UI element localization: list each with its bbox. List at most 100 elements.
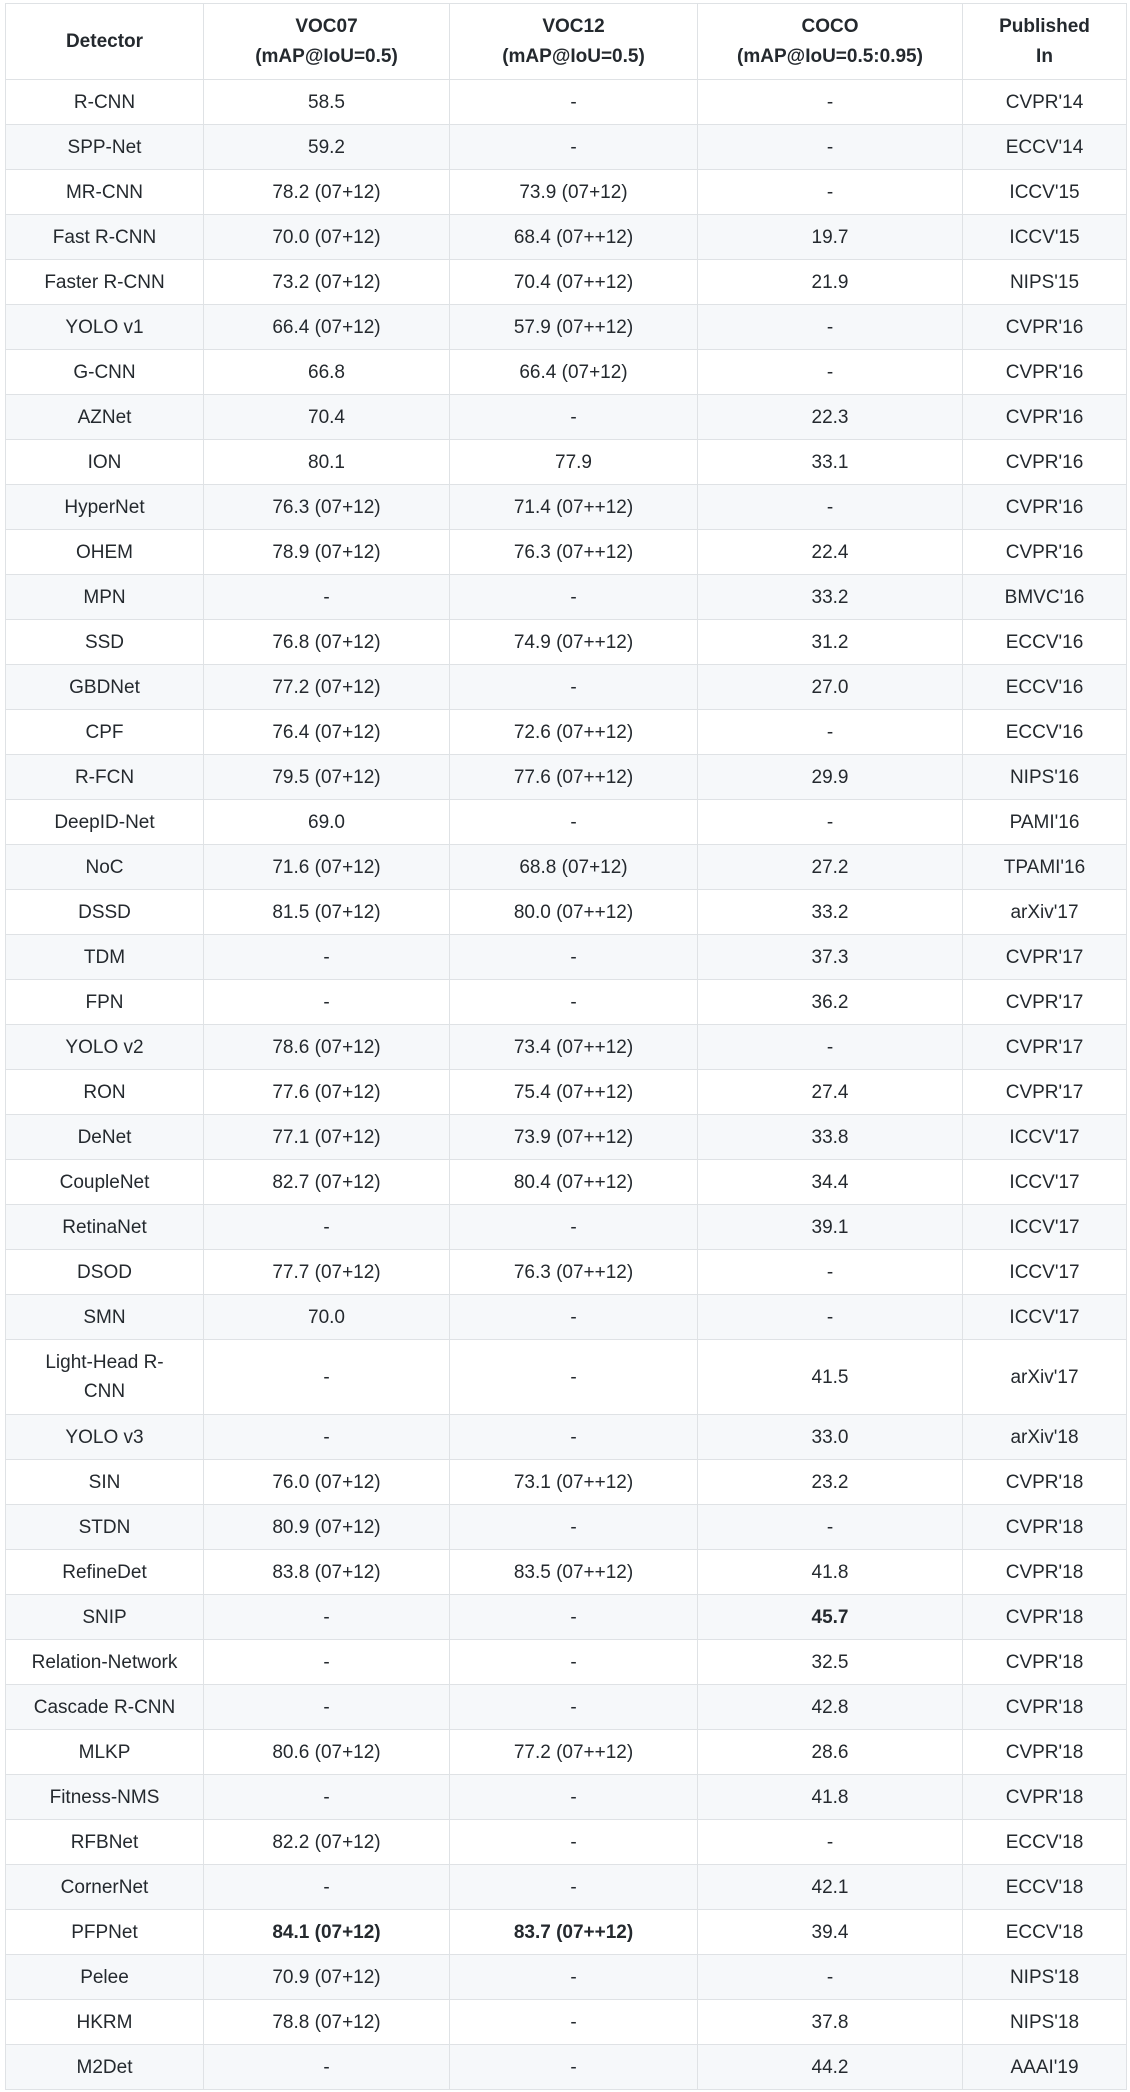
detector-cell: CoupleNet — [5, 1159, 204, 1205]
detector-cell: RetinaNet — [5, 1204, 204, 1250]
voc12-cell: - — [449, 1339, 698, 1415]
coco-cell: 33.0 — [697, 1414, 963, 1460]
voc07-cell: - — [203, 574, 450, 620]
voc07-cell: 82.7 (07+12) — [203, 1159, 450, 1205]
voc07-cell: 81.5 (07+12) — [203, 889, 450, 935]
published-cell: ICCV'15 — [962, 214, 1127, 260]
detector-cell: AZNet — [5, 394, 204, 440]
published-cell: ECCV'18 — [962, 1864, 1127, 1910]
detector-cell: G-CNN — [5, 349, 204, 395]
published-cell: ICCV'17 — [962, 1249, 1127, 1295]
voc07-cell: - — [203, 979, 450, 1025]
voc12-cell: 73.1 (07++12) — [449, 1459, 698, 1505]
published-cell: PAMI'16 — [962, 799, 1127, 845]
coco-cell: - — [697, 1249, 963, 1295]
table-row: YOLO v3- -33.0 arXiv'18 — [5, 1414, 1127, 1460]
table-row: MR-CNN 78.2 (07+12) 73.9 (07+12) - ICCV'15 — [5, 169, 1127, 215]
coco-cell: 33.1 — [697, 439, 963, 485]
published-cell: ICCV'17 — [962, 1159, 1127, 1205]
voc12-cell: - — [449, 1414, 698, 1460]
header-detector: Detector — [5, 3, 204, 80]
published-cell: CVPR'16 — [962, 439, 1127, 485]
table-row: AZNet 70.4-22.3 CVPR'16 — [5, 394, 1127, 440]
voc12-cell: 68.8 (07+12) — [449, 844, 698, 890]
detector-cell: GBDNet — [5, 664, 204, 710]
coco-cell: 41.5 — [697, 1339, 963, 1415]
table-row: CoupleNet 82.7 (07+12) 80.4 (07++12) 34.4 IC… — [5, 1159, 1127, 1205]
voc12-cell: - — [449, 934, 698, 980]
header-detector-label: Detector — [65, 30, 144, 52]
detector-name-line1: Light-Head R- — [45, 1352, 164, 1373]
coco-cell: 28.6 — [697, 1729, 963, 1775]
table-row: R-CNN 58.5- - CVPR'14 — [5, 79, 1127, 125]
published-cell: CVPR'18 — [962, 1729, 1127, 1775]
table-row: R-FCN 79.5 (07+12) 77.6 (07++12) 29.9 NIPS'1… — [5, 754, 1127, 800]
voc07-cell: 70.0 — [203, 1294, 450, 1340]
published-cell: CVPR'18 — [962, 1459, 1127, 1505]
table-row: SPP-Net 59.2- - ECCV'14 — [5, 124, 1127, 170]
voc07-cell: 80.9 (07+12) — [203, 1504, 450, 1550]
coco-cell: 42.1 — [697, 1864, 963, 1910]
voc12-cell: 77.9 — [449, 439, 698, 485]
detector-cell: DSSD — [5, 889, 204, 935]
voc07-cell: 58.5 — [203, 79, 450, 125]
coco-cell: - — [697, 1294, 963, 1340]
coco-cell: - — [697, 1504, 963, 1550]
table-row: CPF 76.4 (07+12) 72.6 (07++12) - ECCV'16 — [5, 709, 1127, 755]
voc12-cell: 70.4 (07++12) — [449, 259, 698, 305]
table-row: MLKP 80.6 (07+12) 77.2 (07++12) 28.6 CVPR'18 — [5, 1729, 1127, 1775]
published-cell: CVPR'18 — [962, 1549, 1127, 1595]
header-voc07-title: VOC07 — [295, 15, 358, 37]
published-cell: CVPR'16 — [962, 304, 1127, 350]
voc07-cell: 77.2 (07+12) — [203, 664, 450, 710]
voc07-cell: 82.2 (07+12) — [203, 1819, 450, 1865]
voc12-cell: - — [449, 1954, 698, 2000]
coco-cell: 33.2 — [697, 889, 963, 935]
detector-cell: R-FCN — [5, 754, 204, 800]
table-row: GBDNet 77.2 (07+12) -27.0 ECCV'16 — [5, 664, 1127, 710]
published-cell: CVPR'16 — [962, 394, 1127, 440]
voc07-cell: - — [203, 1864, 450, 1910]
published-cell: ICCV'15 — [962, 169, 1127, 215]
header-coco: COCO (mAP@IoU=0.5:0.95) — [697, 3, 963, 80]
voc12-cell: 74.9 (07++12) — [449, 619, 698, 665]
published-cell: CVPR'14 — [962, 79, 1127, 125]
voc07-cell: 78.2 (07+12) — [203, 169, 450, 215]
voc12-cell: 68.4 (07++12) — [449, 214, 698, 260]
coco-cell: - — [697, 1024, 963, 1070]
published-cell: ECCV'16 — [962, 709, 1127, 755]
table-row: OHEM 78.9 (07+12) 76.3 (07++12) 22.4 CVPR'16 — [5, 529, 1127, 575]
coco-cell: - — [697, 799, 963, 845]
detector-cell: TDM — [5, 934, 204, 980]
detector-cell: OHEM — [5, 529, 204, 575]
detector-cell: M2Det — [5, 2044, 204, 2090]
table-row: Pelee 70.9 (07+12) - - NIPS'18 — [5, 1954, 1127, 2000]
voc07-cell: 80.6 (07+12) — [203, 1729, 450, 1775]
voc12-cell: - — [449, 1864, 698, 1910]
voc12-cell: - — [449, 1819, 698, 1865]
table-row: ION 80.1 77.9 33.1 CVPR'16 — [5, 439, 1127, 485]
table-row: SMN 70.0- - ICCV'17 — [5, 1294, 1127, 1340]
detector-cell: HyperNet — [5, 484, 204, 530]
table-header: Detector VOC07 (mAP@IoU=0.5) VOC12 (mAP@… — [5, 3, 1127, 80]
detector-cell: SSD — [5, 619, 204, 665]
voc07-cell: 70.4 — [203, 394, 450, 440]
voc07-cell: 78.9 (07+12) — [203, 529, 450, 575]
coco-cell: - — [697, 304, 963, 350]
voc07-cell: - — [203, 1414, 450, 1460]
voc12-cell: 77.2 (07++12) — [449, 1729, 698, 1775]
detector-cell: YOLO v3 — [5, 1414, 204, 1460]
coco-cell: 29.9 — [697, 754, 963, 800]
voc07-cell: - — [203, 1774, 450, 1820]
detector-cell: R-CNN — [5, 79, 204, 125]
header-coco-title: COCO — [801, 15, 859, 37]
header-voc07: VOC07 (mAP@IoU=0.5) — [203, 3, 450, 80]
voc07-cell: 70.9 (07+12) — [203, 1954, 450, 2000]
voc07-cell: 77.6 (07+12) — [203, 1069, 450, 1115]
coco-cell: 31.2 — [697, 619, 963, 665]
voc07-cell: 69.0 — [203, 799, 450, 845]
voc12-cell: 77.6 (07++12) — [449, 754, 698, 800]
table-body: R-CNN 58.5- - CVPR'14 SPP-Net 59.2- - ECCV'14 MR… — [5, 79, 1127, 2090]
voc07-cell: 76.3 (07+12) — [203, 484, 450, 530]
voc07-cell: 66.4 (07+12) — [203, 304, 450, 350]
